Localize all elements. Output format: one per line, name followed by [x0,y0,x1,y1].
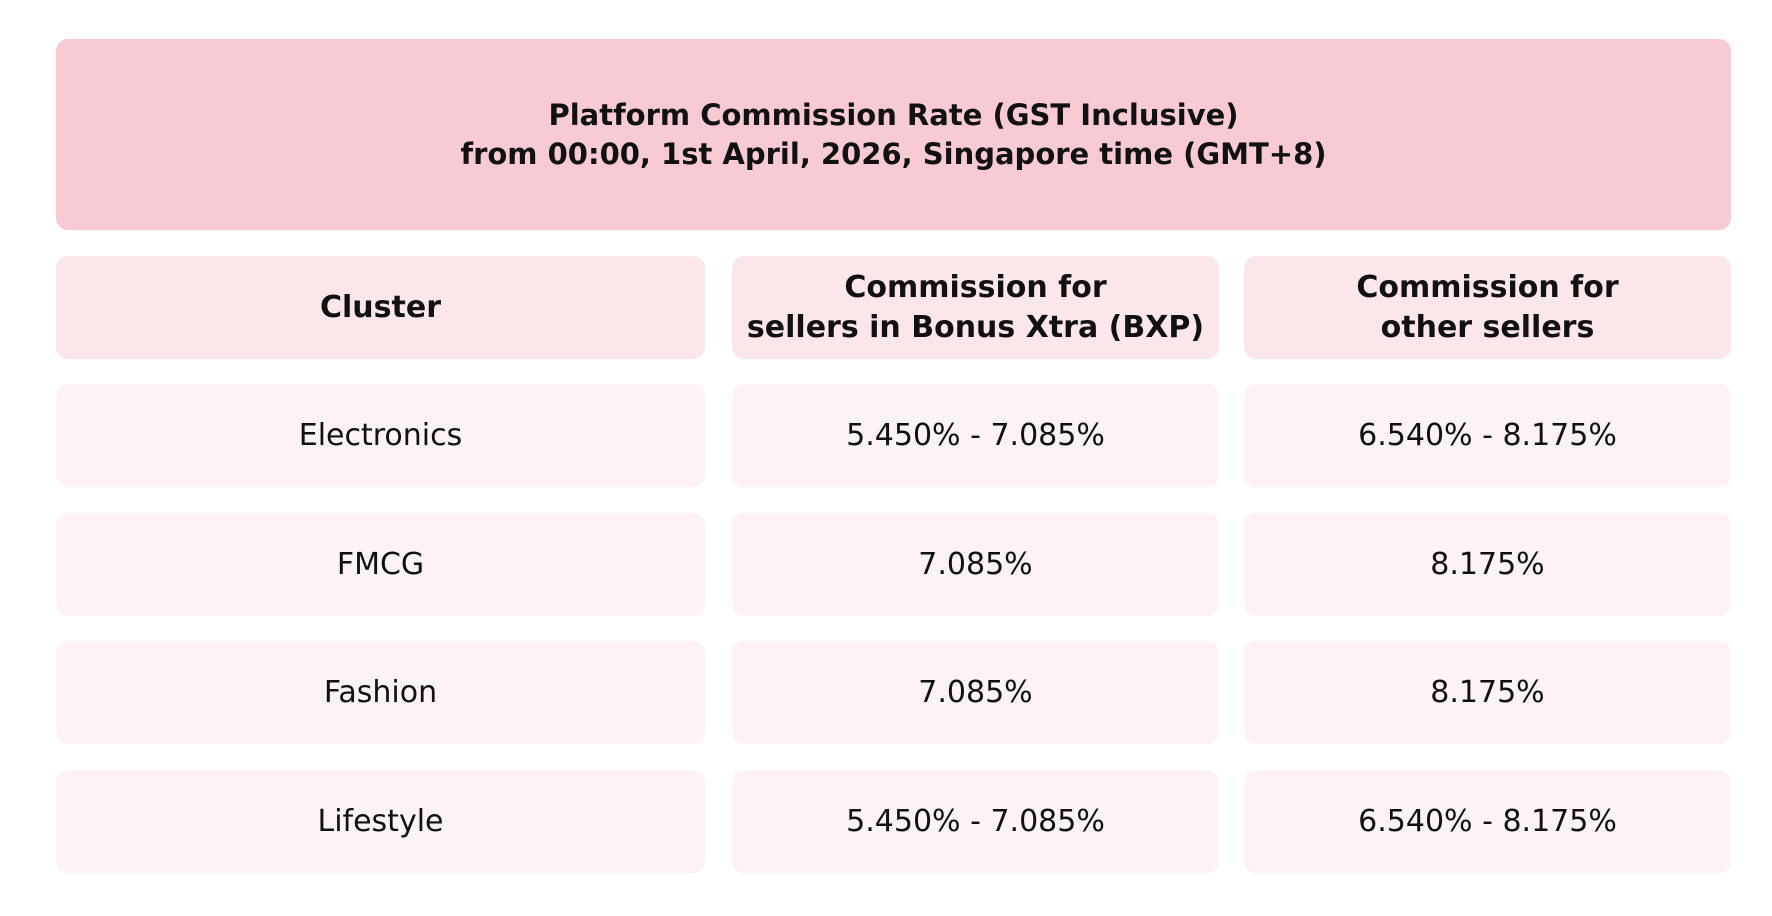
table-cell: 8.175% [1244,512,1731,616]
table-cell: 6.540% - 8.175% [1244,770,1731,874]
table-cell: 8.175% [1244,641,1731,745]
header-title: Platform Commission Rate (GST Inclusive)… [56,39,1731,230]
column-header: Commission for other sellers [1244,256,1731,359]
table-cell: Electronics [56,384,705,487]
table-cell: 5.450% - 7.085% [732,770,1219,874]
table-cell: Lifestyle [56,770,705,874]
table-cell: 7.085% [732,512,1219,616]
column-header: Commission for sellers in Bonus Xtra (BX… [732,256,1219,359]
column-header: Cluster [56,256,705,359]
table-cell: 5.450% - 7.085% [732,384,1219,487]
table-cell: Fashion [56,641,705,745]
table-cell: FMCG [56,512,705,616]
table-cell: 7.085% [732,641,1219,745]
table-cell: 6.540% - 8.175% [1244,384,1731,487]
